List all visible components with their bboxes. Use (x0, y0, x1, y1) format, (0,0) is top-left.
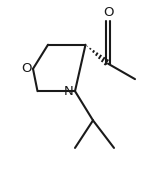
Text: O: O (21, 62, 32, 75)
Text: O: O (103, 6, 113, 19)
Text: N: N (63, 85, 73, 98)
